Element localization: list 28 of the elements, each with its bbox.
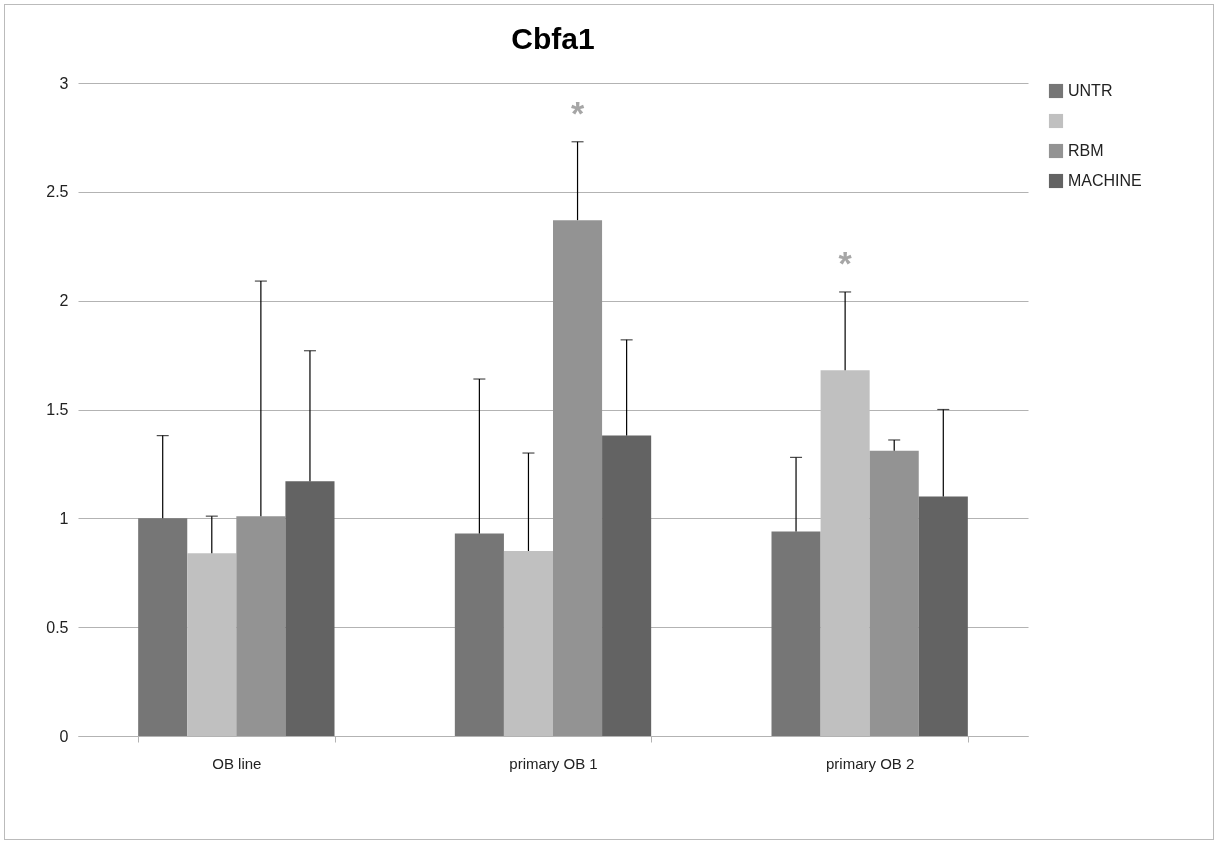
legend-label: RBM [1068,142,1104,159]
bar [503,550,553,736]
y-tick-label: 0 [59,727,69,745]
annotation: * [838,243,853,282]
y-tick-label: 1.5 [46,401,69,418]
bar [602,435,652,736]
bar [285,481,335,736]
y-tick-label: 2 [59,292,69,310]
y-tick-label: 2.5 [46,183,69,201]
bar [553,220,603,736]
x-tick-label: primary OB 1 [509,754,598,772]
bar [771,531,821,736]
y-tick-label: 1 [59,509,69,527]
legend-label: MACHINE [1068,172,1142,189]
x-tick-label: OB line [212,754,262,772]
annotation: * [570,93,585,132]
y-tick-label: 0.5 [46,618,69,636]
bar [820,370,870,736]
bar [187,553,237,736]
bar [918,496,968,736]
chart-title: Cbfa1 [511,22,595,55]
bar [869,450,919,736]
bar [454,533,504,736]
bar [138,518,188,736]
y-tick-label: 3 [59,74,69,92]
legend-label: UNTR [1068,82,1113,99]
bar [236,516,286,736]
x-tick-label: primary OB 2 [825,754,915,772]
